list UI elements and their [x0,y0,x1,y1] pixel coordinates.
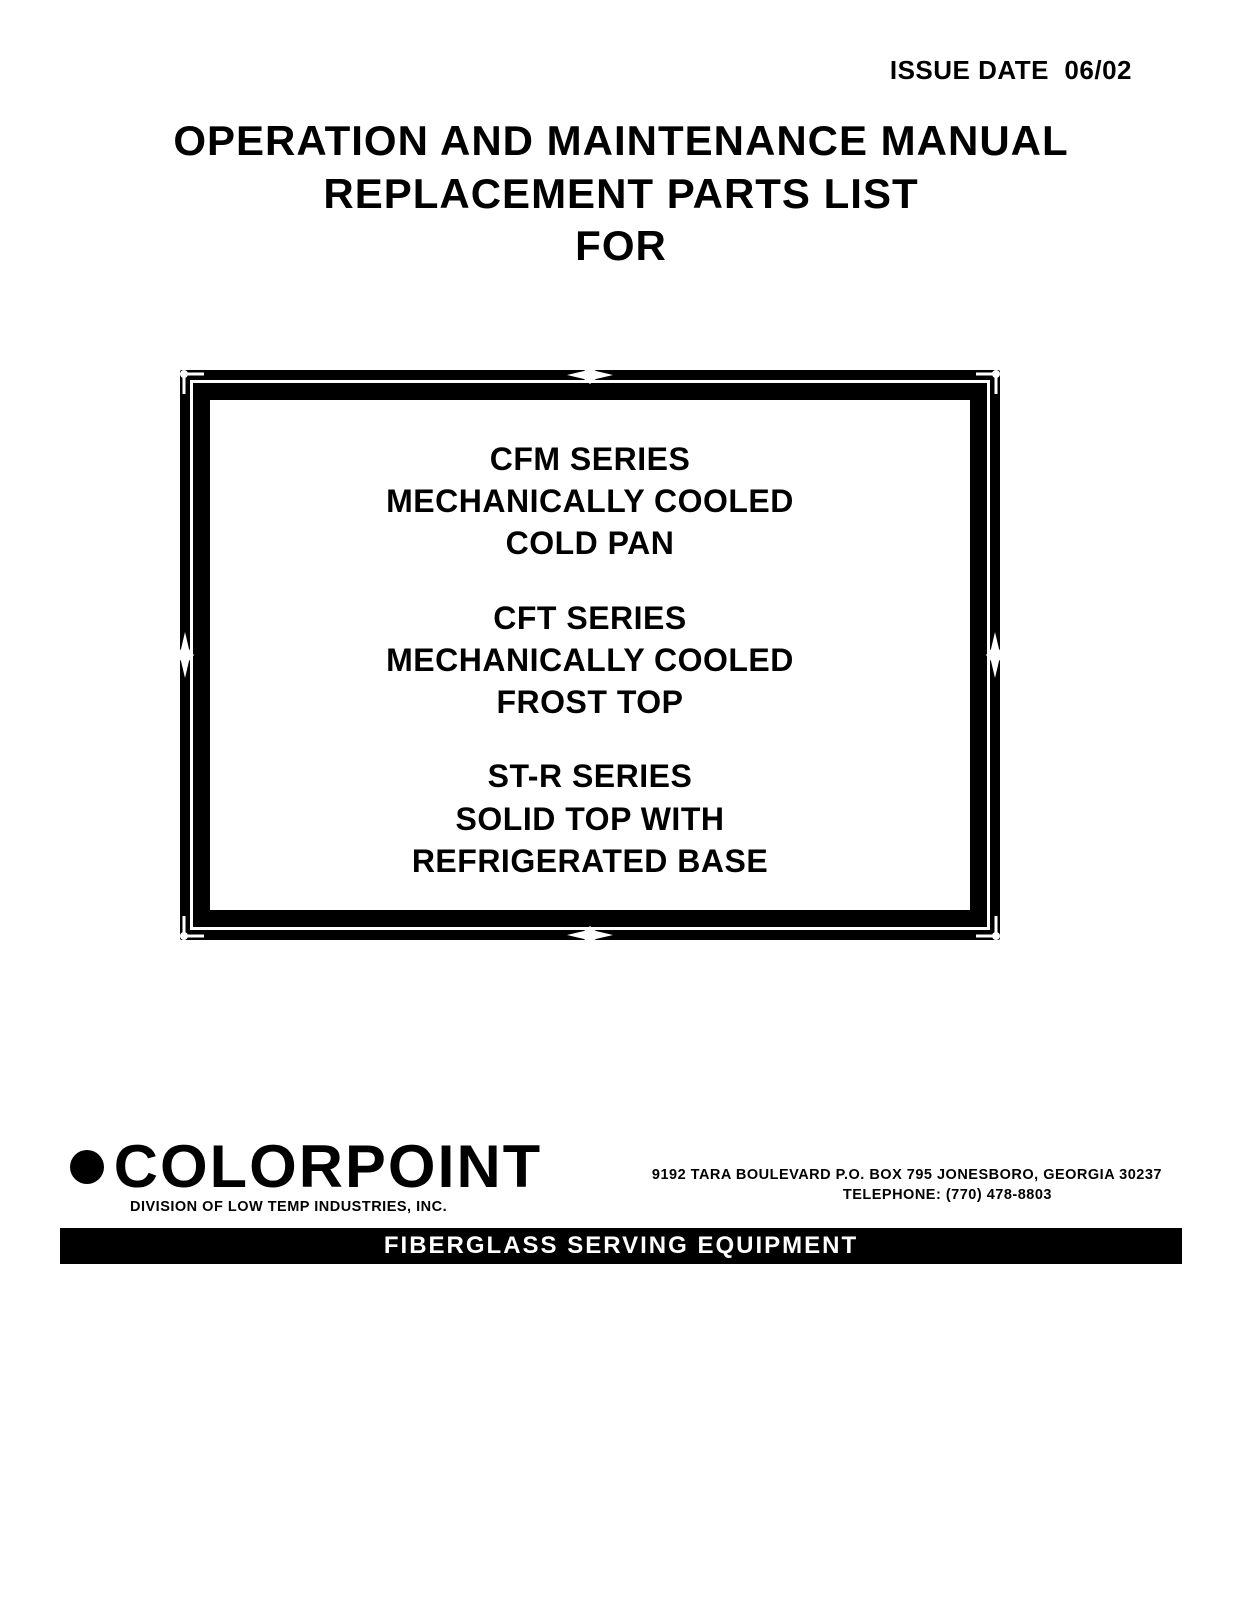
product-line: FROST TOP [386,681,794,723]
product-line: REFRIGERATED BASE [412,840,768,882]
product-line: CFM SERIES [386,438,794,480]
product-line: CFT SERIES [386,597,794,639]
title-line-3: FOR [0,220,1242,273]
brand-dot-icon [70,1150,104,1184]
document-title: OPERATION AND MAINTENANCE MANUAL REPLACE… [0,115,1242,273]
brand-name: COLORPOINT [114,1132,542,1201]
footer-bar-text: FIBERGLASS SERVING EQUIPMENT [384,1232,858,1260]
issue-date-label: ISSUE DATE [890,55,1049,85]
title-line-2: REPLACEMENT PARTS LIST [0,168,1242,221]
product-line: COLD PAN [386,522,794,564]
footer: COLORPOINT DIVISION OF LOW TEMP INDUSTRI… [70,1132,1172,1215]
issue-date: ISSUE DATE 06/02 [890,55,1132,86]
telephone-line: TELEPHONE: (770) 478-8803 [843,1187,1052,1203]
product-line: MECHANICALLY COOLED [386,639,794,681]
page: ISSUE DATE 06/02 OPERATION AND MAINTENAN… [0,0,1242,1600]
product-frame: CFM SERIES MECHANICALLY COOLED COLD PAN … [180,370,1000,940]
brand-mark: COLORPOINT [70,1132,538,1201]
product-line: SOLID TOP WITH [412,798,768,840]
issue-date-value: 06/02 [1064,55,1132,85]
title-line-1: OPERATION AND MAINTENANCE MANUAL [0,115,1242,168]
frame-inner-panel: CFM SERIES MECHANICALLY COOLED COLD PAN … [210,400,970,910]
product-line: ST-R SERIES [412,755,768,797]
product-block: CFM SERIES MECHANICALLY COOLED COLD PAN [386,438,794,565]
address-line: 9192 TARA BOULEVARD P.O. BOX 795 JONESBO… [652,1167,1162,1183]
footer-bar: FIBERGLASS SERVING EQUIPMENT [60,1228,1182,1264]
product-block: CFT SERIES MECHANICALLY COOLED FROST TOP [386,597,794,724]
product-list: CFM SERIES MECHANICALLY COOLED COLD PAN … [250,455,930,865]
product-block: ST-R SERIES SOLID TOP WITH REFRIGERATED … [412,755,768,882]
product-line: MECHANICALLY COOLED [386,480,794,522]
